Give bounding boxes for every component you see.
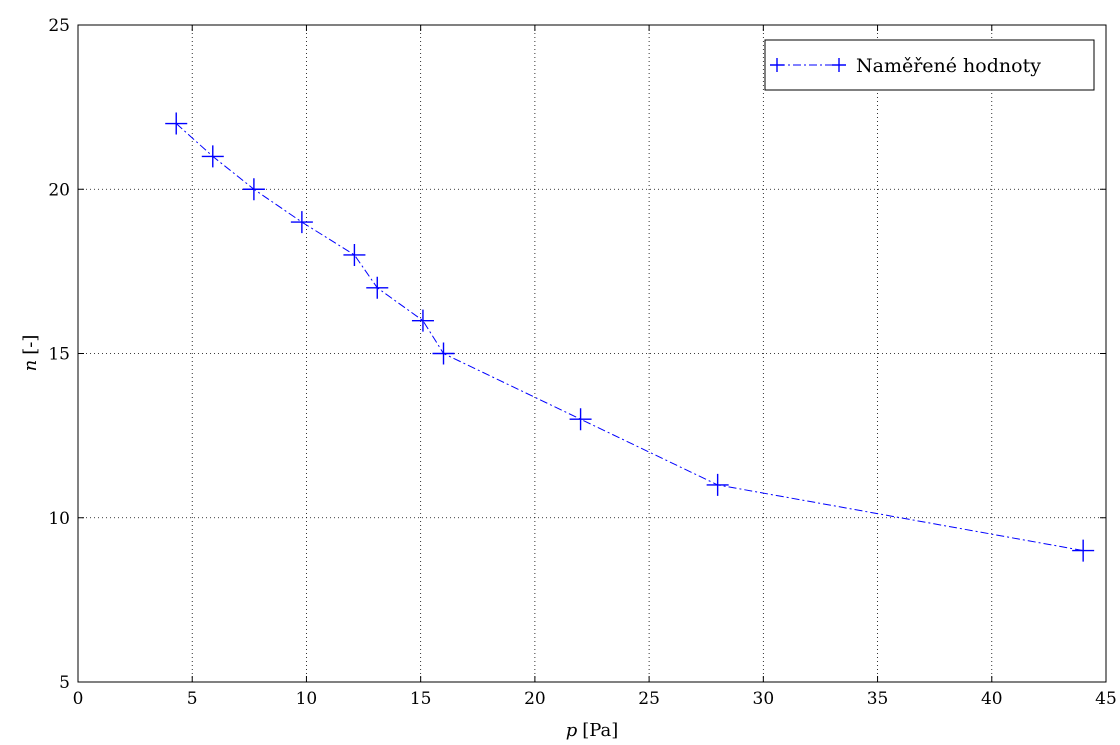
data-point-marker [343, 243, 366, 266]
data-point-marker [411, 309, 434, 332]
data-point-marker [290, 211, 313, 234]
data-point-marker [1072, 539, 1095, 562]
x-tick-label: 5 [187, 689, 198, 709]
x-tick-label: 40 [981, 689, 1003, 709]
data-point-marker [706, 473, 729, 496]
x-axis-label-unit: [Pa] [582, 720, 618, 741]
data-point-marker [165, 112, 188, 135]
x-axis-label-var: p [566, 720, 578, 741]
legend-marker-right [832, 58, 846, 72]
y-tick-label: 20 [48, 180, 70, 200]
x-tick-label: 0 [73, 689, 84, 709]
data-point-marker [432, 342, 455, 365]
legend-label: Naměřené hodnoty [856, 55, 1041, 77]
data-point-marker [569, 408, 592, 431]
y-axis-label: n [-] [20, 335, 41, 372]
x-tick-label: 45 [1095, 689, 1117, 709]
x-tick-label: 10 [296, 689, 318, 709]
x-axis-label: p [Pa] [566, 720, 619, 741]
y-tick-label: 5 [59, 673, 70, 693]
data-point-marker [366, 276, 389, 299]
x-tick-label: 30 [753, 689, 775, 709]
y-tick-label: 15 [48, 345, 70, 365]
y-axis-label-var: n [20, 360, 41, 372]
legend: Naměřené hodnoty [764, 39, 1095, 91]
legend-marker-left [770, 58, 784, 72]
x-tick-label: 25 [638, 689, 660, 709]
grid [78, 25, 1106, 682]
series-group [165, 112, 1095, 562]
x-tick-label: 15 [410, 689, 432, 709]
y-axis-label-unit: [-] [20, 335, 41, 355]
x-tick-label: 20 [524, 689, 546, 709]
y-tick-label: 10 [48, 509, 70, 529]
data-point-marker [201, 145, 224, 168]
legend-box [764, 39, 1095, 91]
plot-background [78, 25, 1106, 682]
y-tick-label: 25 [48, 16, 70, 36]
data-point-marker [242, 178, 265, 201]
x-tick-label: 35 [867, 689, 889, 709]
